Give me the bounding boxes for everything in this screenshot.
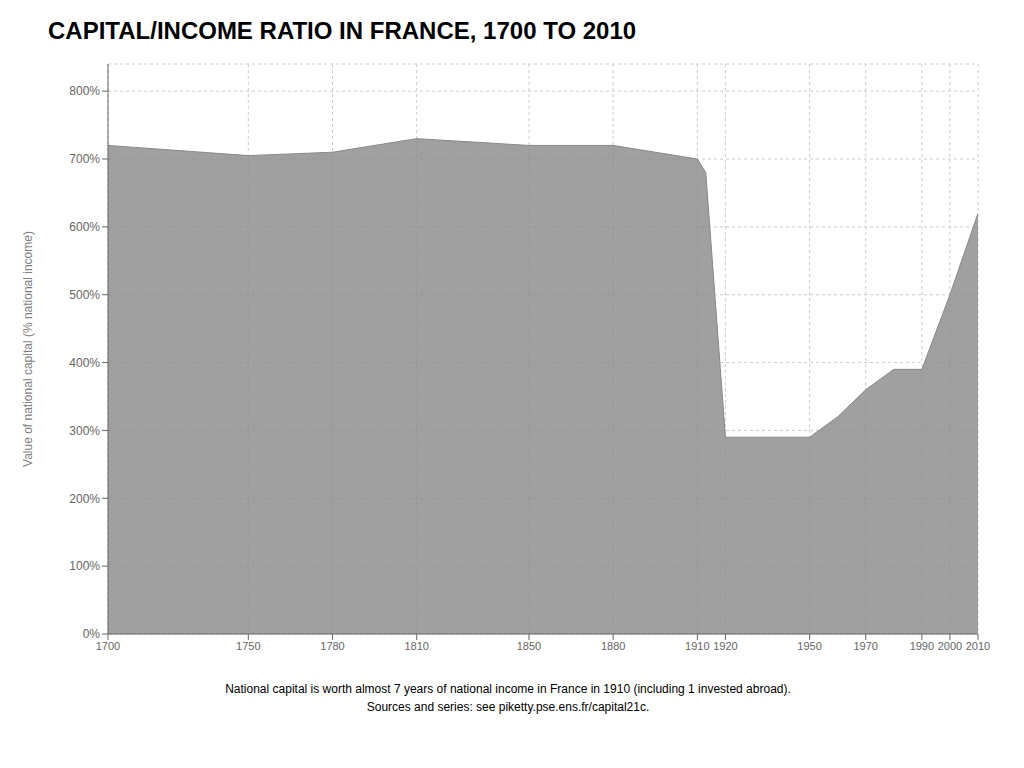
svg-text:700%: 700% [69, 152, 100, 166]
svg-text:800%: 800% [69, 84, 100, 98]
svg-text:Value of national capital (% n: Value of national capital (% national in… [21, 231, 35, 467]
svg-text:1880: 1880 [601, 640, 625, 652]
svg-text:300%: 300% [69, 424, 100, 438]
svg-text:500%: 500% [69, 288, 100, 302]
svg-text:1990: 1990 [910, 640, 934, 652]
svg-text:1780: 1780 [320, 640, 344, 652]
svg-text:100%: 100% [69, 559, 100, 573]
svg-text:1970: 1970 [853, 640, 877, 652]
svg-text:1810: 1810 [404, 640, 428, 652]
html-text:Sources and series: see pikett: Sources and series: see piketty.pse.ens.… [366, 700, 650, 714]
svg-text:1750: 1750 [236, 640, 260, 652]
svg-text:1700: 1700 [96, 640, 120, 652]
svg-text:400%: 400% [69, 356, 100, 370]
svg-text:0%: 0% [83, 627, 101, 641]
svg-text:1850: 1850 [517, 640, 541, 652]
html-text:CAPITAL/INCOME RATIO IN FRANCE: CAPITAL/INCOME RATIO IN FRANCE, 1700 TO … [48, 17, 637, 44]
svg-text:1950: 1950 [797, 640, 821, 652]
svg-text:2010: 2010 [966, 640, 990, 652]
svg-text:1920: 1920 [713, 640, 737, 652]
html-text:National capital is worth almo: National capital is worth almost 7 years… [225, 682, 791, 696]
svg-text:1910: 1910 [685, 640, 709, 652]
svg-text:2000: 2000 [938, 640, 962, 652]
svg-text:600%: 600% [69, 220, 100, 234]
svg-text:200%: 200% [69, 492, 100, 506]
